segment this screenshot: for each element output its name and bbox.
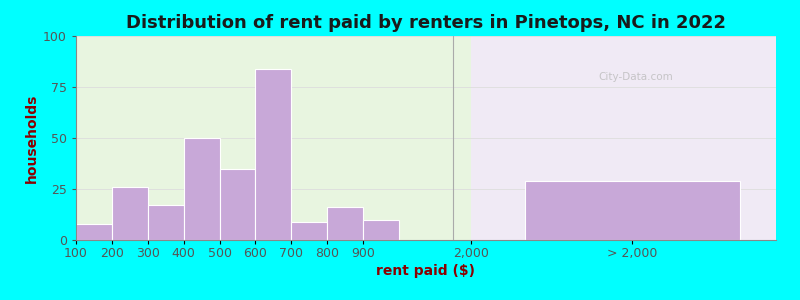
- Bar: [148, 205, 184, 240]
- Bar: [112, 187, 148, 240]
- Bar: [76, 36, 471, 240]
- Bar: [219, 169, 255, 240]
- Bar: [327, 207, 363, 240]
- X-axis label: rent paid ($): rent paid ($): [377, 264, 475, 278]
- Bar: [525, 181, 740, 240]
- Bar: [184, 138, 219, 240]
- Bar: [363, 220, 399, 240]
- Title: Distribution of rent paid by renters in Pinetops, NC in 2022: Distribution of rent paid by renters in …: [126, 14, 726, 32]
- Bar: [255, 69, 291, 240]
- Text: City-Data.com: City-Data.com: [598, 72, 674, 82]
- Bar: [471, 36, 776, 240]
- Y-axis label: households: households: [25, 93, 39, 183]
- Bar: [291, 222, 327, 240]
- Bar: [76, 224, 112, 240]
